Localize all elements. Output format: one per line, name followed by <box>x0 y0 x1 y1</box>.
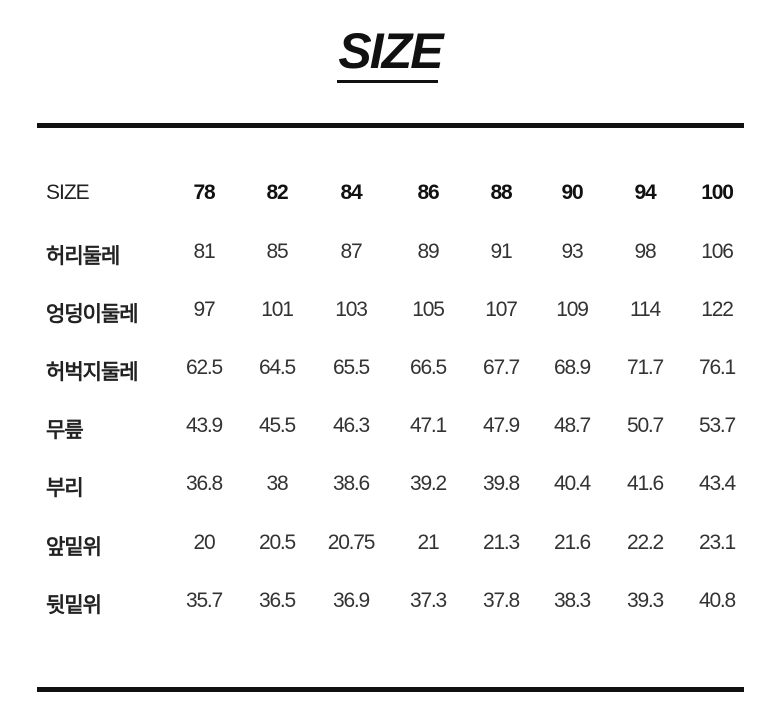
measurement-cell: 65.5 <box>332 356 370 379</box>
measurement-cell: 105 <box>412 298 445 321</box>
measurement-cell: 39.2 <box>409 472 447 495</box>
measurement-cell: 114 <box>630 298 661 321</box>
table-row: 엉덩이둘레 97 101 103 105 107 109 114 122 <box>0 298 780 328</box>
measurement-cell: 66.5 <box>409 356 447 379</box>
measurement-cell: 87 <box>340 240 363 263</box>
measurement-cell: 47.1 <box>409 414 447 437</box>
row-label: 허리둘레 <box>46 245 120 268</box>
measurement-cell: 101 <box>261 298 294 321</box>
measurement-cell: 37.8 <box>482 589 520 612</box>
measurement-cell: 109 <box>556 298 589 321</box>
measurement-cell: 41.6 <box>626 472 664 495</box>
row-label: 부리 <box>46 477 84 500</box>
measurement-cell: 53.7 <box>698 414 736 437</box>
row-label: 뒷밑위 <box>46 594 102 617</box>
measurement-cell: 39.3 <box>626 589 664 612</box>
measurement-cell: 76.1 <box>698 356 736 379</box>
title-underline <box>337 80 438 83</box>
measurement-cell: 20.5 <box>258 531 296 554</box>
measurement-cell: 85 <box>266 240 289 263</box>
measurement-cell: 81 <box>193 240 216 263</box>
measurement-cell: 67.7 <box>482 356 520 379</box>
measurement-cell: 71.7 <box>626 356 664 379</box>
size-header-cell: 82 <box>266 181 289 204</box>
measurement-cell: 36.5 <box>258 589 296 612</box>
size-header-cell: 94 <box>634 181 657 204</box>
measurement-cell: 23.1 <box>698 531 736 554</box>
table-row: 앞밑위 20 20.5 20.75 21 21.3 21.6 22.2 23.1 <box>0 531 780 561</box>
measurement-cell: 35.7 <box>185 589 223 612</box>
size-header-cell: 90 <box>561 181 584 204</box>
measurement-cell: 38.3 <box>553 589 591 612</box>
table-header-row: SIZE 78 82 84 86 88 90 94 100 <box>0 181 780 211</box>
measurement-cell: 22.2 <box>626 531 664 554</box>
measurement-cell: 20 <box>193 531 216 554</box>
measurement-cell: 36.8 <box>185 472 223 495</box>
page-title: SIZE <box>338 23 443 79</box>
measurement-cell: 48.7 <box>553 414 591 437</box>
table-row: 허리둘레 81 85 87 89 91 93 98 106 <box>0 240 780 270</box>
row-label: 무릎 <box>46 419 84 442</box>
measurement-cell: 21 <box>417 531 440 554</box>
header-label: SIZE <box>46 181 90 204</box>
measurement-cell: 43.4 <box>698 472 736 495</box>
measurement-cell: 37.3 <box>409 589 447 612</box>
measurement-cell: 47.9 <box>482 414 520 437</box>
measurement-cell: 97 <box>193 298 216 321</box>
measurement-cell: 43.9 <box>185 414 223 437</box>
measurement-cell: 50.7 <box>626 414 664 437</box>
measurement-cell: 122 <box>701 298 734 321</box>
measurement-cell: 68.9 <box>553 356 591 379</box>
measurement-cell: 20.75 <box>327 531 376 554</box>
measurement-cell: 39.8 <box>482 472 520 495</box>
measurement-cell: 40.8 <box>698 589 736 612</box>
measurement-cell: 64.5 <box>258 356 296 379</box>
size-header-cell: 84 <box>340 181 363 204</box>
row-label: 허벅지둘레 <box>46 361 139 384</box>
measurement-cell: 107 <box>485 298 518 321</box>
measurement-cell: 21.6 <box>553 531 591 554</box>
measurement-cell: 36.9 <box>332 589 370 612</box>
row-label: 엉덩이둘레 <box>46 303 139 326</box>
measurement-cell: 91 <box>490 240 513 263</box>
measurement-cell: 21.3 <box>482 531 520 554</box>
measurement-cell: 103 <box>335 298 368 321</box>
row-label: 앞밑위 <box>46 536 102 559</box>
table-row: 무릎 43.9 45.5 46.3 47.1 47.9 48.7 50.7 53.7 <box>0 414 780 444</box>
measurement-cell: 106 <box>701 240 734 263</box>
measurement-cell: 38 <box>266 472 289 495</box>
measurement-cell: 45.5 <box>258 414 296 437</box>
measurement-cell: 62.5 <box>185 356 223 379</box>
table-row: 부리 36.8 38 38.6 39.2 39.8 40.4 41.6 43.4 <box>0 472 780 502</box>
size-header-cell: 86 <box>417 181 440 204</box>
size-header-cell: 88 <box>490 181 513 204</box>
size-header-cell: 78 <box>193 181 216 204</box>
table-row: 뒷밑위 35.7 36.5 36.9 37.3 37.8 38.3 39.3 40.8 <box>0 589 780 619</box>
measurement-cell: 93 <box>561 240 584 263</box>
table-row: 허벅지둘레 62.5 64.5 65.5 66.5 67.7 68.9 71.7 76.1 <box>0 356 780 386</box>
measurement-cell: 46.3 <box>332 414 370 437</box>
size-header-cell: 100 <box>701 181 734 204</box>
measurement-cell: 98 <box>634 240 657 263</box>
measurement-cell: 89 <box>417 240 440 263</box>
top-divider <box>37 123 744 128</box>
measurement-cell: 38.6 <box>332 472 370 495</box>
bottom-divider <box>37 687 744 692</box>
measurement-cell: 40.4 <box>553 472 591 495</box>
